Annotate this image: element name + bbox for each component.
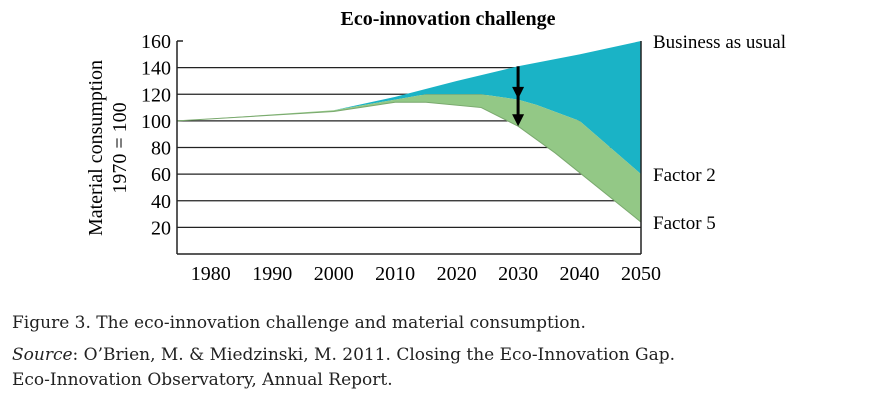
x-tick-label: 2020 — [437, 263, 477, 285]
x-tick-label: 2050 — [621, 263, 661, 285]
y-axis-label-line2: 1970 = 100 — [109, 102, 131, 193]
x-tick-label: 2000 — [314, 263, 354, 285]
factor-5-line — [176, 101, 642, 223]
x-tick-label: 1980 — [191, 263, 231, 285]
y-axis-label-line1: Material consumption — [85, 60, 107, 236]
y-tick-label: 20 — [151, 217, 171, 239]
source-line-2: Eco-Innovation Observatory, Annual Repor… — [12, 370, 393, 390]
y-tick-label: 100 — [141, 111, 171, 133]
x-tick-label: 1990 — [252, 263, 292, 285]
chart: Eco-innovation challenge 204060801001201… — [85, 8, 786, 285]
x-tick-label: 2010 — [375, 263, 415, 285]
y-tick-label: 160 — [141, 31, 171, 53]
factor-range-area — [177, 94, 641, 223]
source-line: Source: O’Brien, M. & Miedzinski, M. 201… — [12, 345, 675, 365]
y-tick-label: 140 — [141, 58, 171, 80]
y-tick-label: 80 — [151, 138, 171, 160]
y-tick-label: 60 — [151, 164, 171, 186]
series-label-business-as-usual: Business as usual — [653, 32, 786, 53]
series-label-factor-5: Factor 5 — [653, 213, 716, 234]
chart-title: Eco-innovation challenge — [340, 8, 555, 30]
y-tick-label: 40 — [151, 191, 171, 213]
source-text: : O’Brien, M. & Miedzinski, M. 2011. Clo… — [72, 345, 676, 365]
y-tick-label: 120 — [141, 84, 171, 106]
business-as-usual-area — [177, 41, 641, 175]
x-tick-label: 2040 — [560, 263, 600, 285]
source-label: Source — [12, 345, 73, 365]
x-tick-label: 2030 — [498, 263, 538, 285]
arrow-head-upper — [512, 86, 525, 99]
series-label-factor-2: Factor 2 — [653, 165, 716, 186]
figure-caption: Figure 3. The eco-innovation challenge a… — [12, 313, 586, 333]
arrow-head-lower — [512, 114, 525, 127]
